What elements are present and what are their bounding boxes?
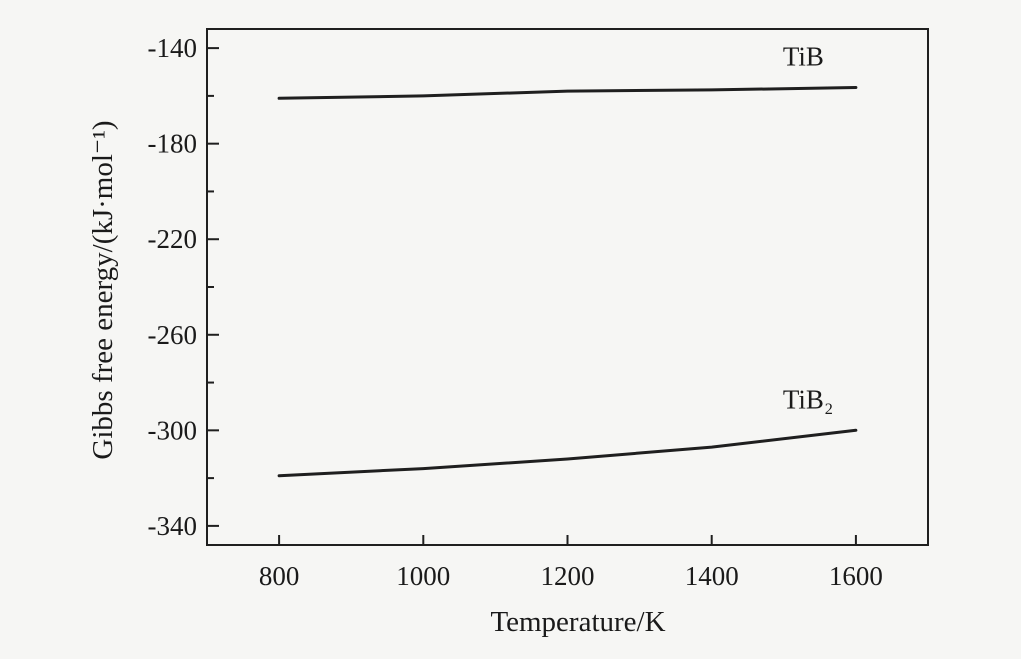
series-line-tib2 <box>277 428 858 478</box>
x-axis-tick-labels: 800 1000 1200 1400 1600 <box>259 561 883 591</box>
y-axis-tick-labels: -140 -180 -220 -260 -300 -340 <box>148 33 198 541</box>
series-line-tib <box>277 86 858 100</box>
y-tick-label: -140 <box>148 33 198 63</box>
y-axis-ticks <box>207 47 219 527</box>
plot-frame <box>206 28 929 546</box>
x-tick-label: 1000 <box>396 561 450 591</box>
y-tick-label: -340 <box>148 511 198 541</box>
x-tick-label: 1600 <box>829 561 883 591</box>
series-labels: TiB TiB₂ <box>783 42 833 415</box>
series-label-tib2: TiB₂ <box>783 384 833 414</box>
series-label-tib: TiB <box>783 42 824 72</box>
y-tick-label: -180 <box>148 129 198 159</box>
x-axis-ticks <box>278 535 857 545</box>
x-tick-label: 1400 <box>685 561 739 591</box>
y-axis-title: Gibbs free energy/(kJ·mol⁻¹) <box>87 120 119 459</box>
series-lines <box>277 86 858 478</box>
y-tick-label: -260 <box>148 320 198 350</box>
y-tick-label: -300 <box>148 415 198 445</box>
x-axis-title: Temperature/K <box>490 606 665 638</box>
x-tick-label: 1200 <box>541 561 595 591</box>
x-tick-label: 800 <box>259 561 300 591</box>
y-tick-label: -220 <box>148 224 198 254</box>
